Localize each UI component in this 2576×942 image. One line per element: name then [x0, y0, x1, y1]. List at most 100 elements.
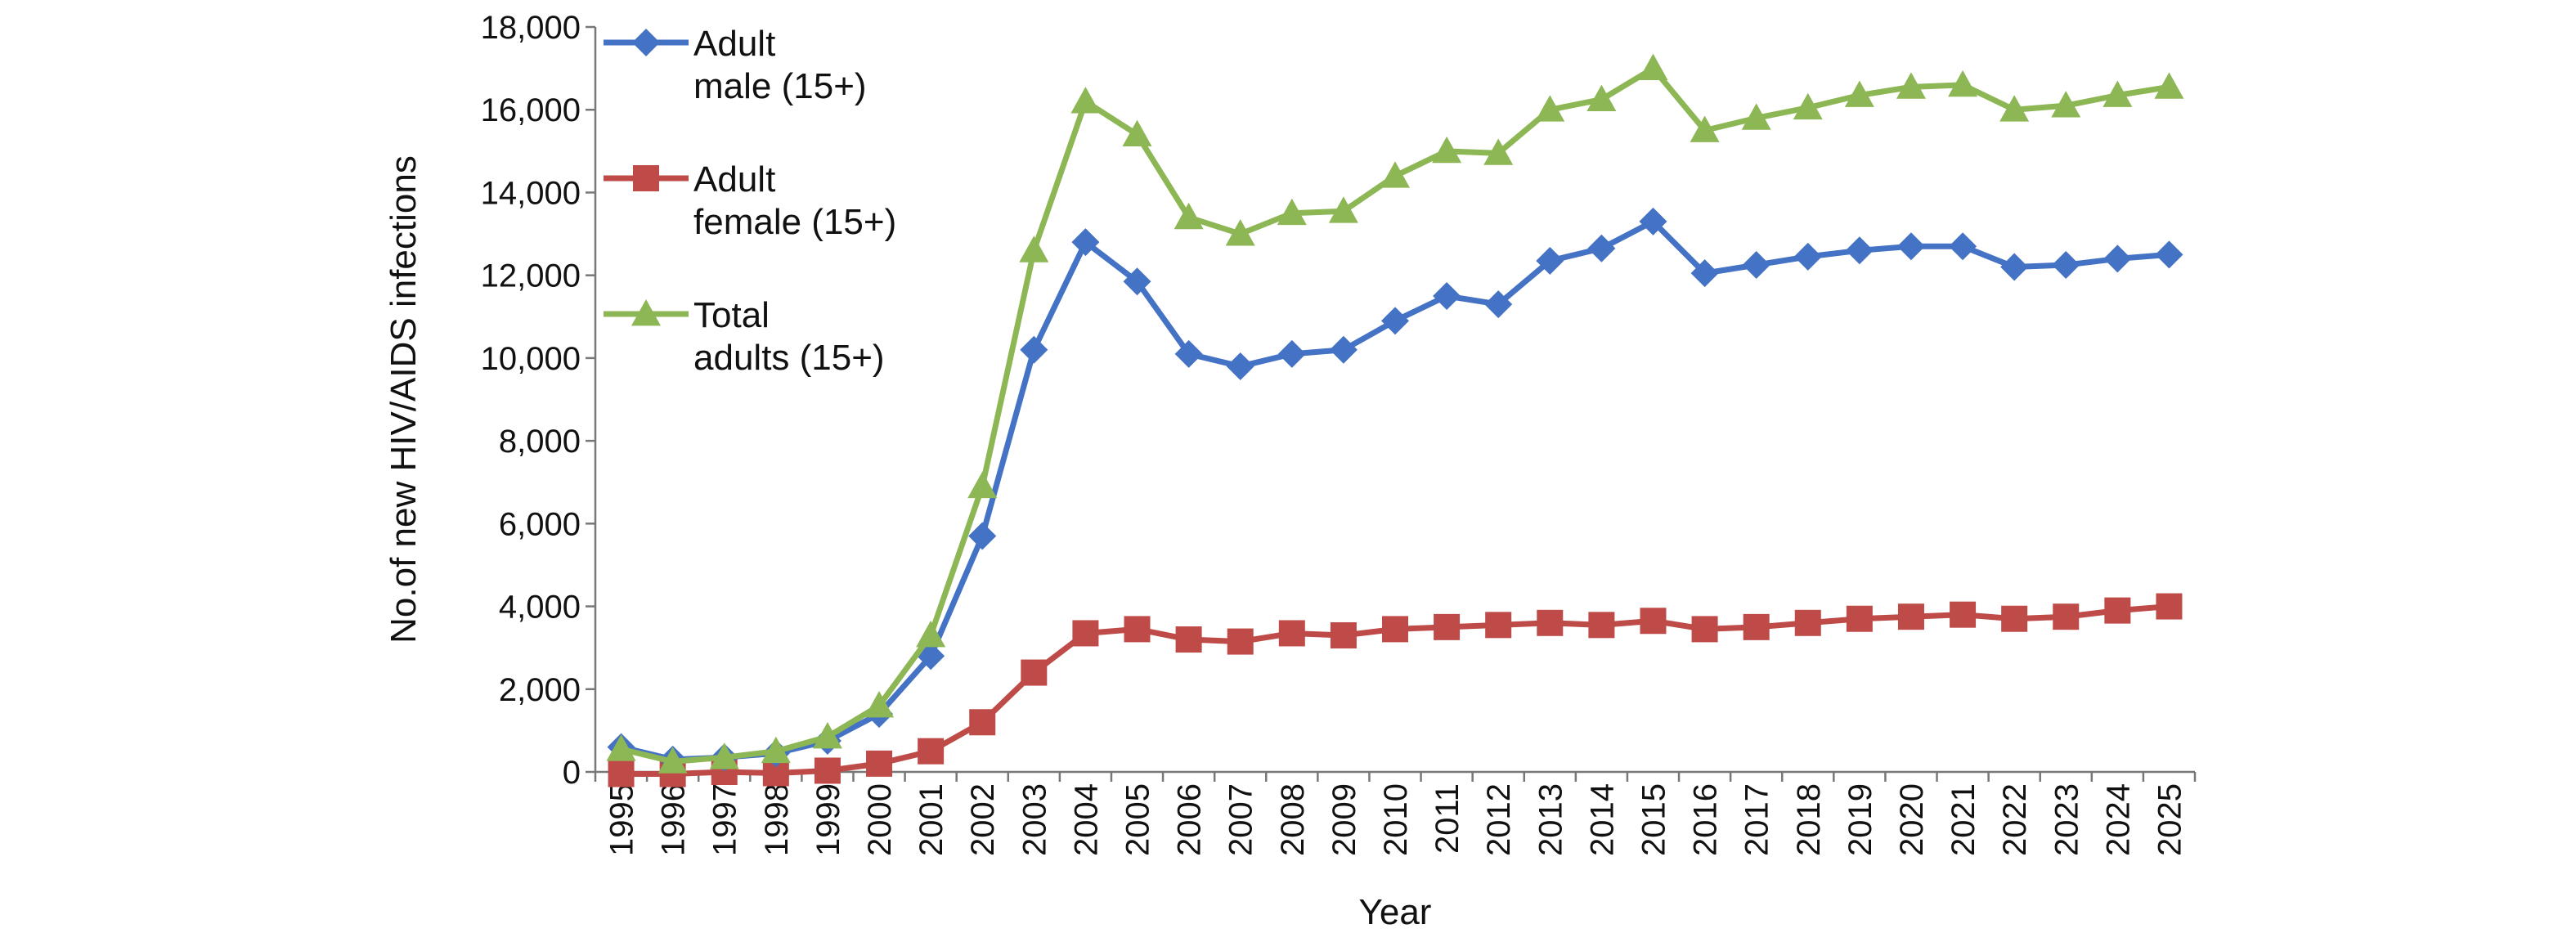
data-point [1690, 259, 1719, 288]
x-tick-label: 2022 [1997, 783, 2033, 856]
data-point [1846, 605, 1873, 632]
data-point [1433, 281, 1461, 310]
data-point [1897, 603, 1924, 630]
data-point [1226, 352, 1254, 381]
y-tick-label: 16,000 [481, 92, 581, 128]
x-tick-label: 1997 [707, 783, 743, 856]
legend-marker [632, 29, 660, 56]
x-tick-label: 2005 [1120, 783, 1156, 856]
data-point [1742, 251, 1770, 280]
data-point [1640, 608, 1667, 635]
data-point [2103, 80, 2133, 107]
data-point [1586, 84, 1617, 111]
data-point [1483, 138, 1514, 165]
data-point [657, 747, 688, 774]
x-tick-label: 2019 [1842, 783, 1878, 856]
data-point [1588, 612, 1615, 639]
y-axis-title: No.of new HIV/AIDS infections [384, 155, 424, 644]
data-point [1123, 267, 1151, 296]
data-point [1434, 613, 1461, 640]
data-point [608, 760, 635, 787]
x-tick-label: 1998 [759, 783, 795, 856]
data-point [814, 757, 841, 784]
data-point [606, 734, 636, 761]
data-point [1896, 72, 1926, 99]
data-point [709, 742, 739, 769]
series-triangle [606, 53, 2184, 774]
data-point [2053, 603, 2080, 630]
data-point [1174, 202, 1204, 230]
legend-marker [633, 165, 659, 191]
data-point [1021, 659, 1048, 686]
legend-label: Adult [693, 159, 775, 200]
data-point [1794, 609, 1821, 636]
data-point [1691, 616, 1718, 643]
x-tick-label: 2020 [1894, 783, 1930, 856]
series-line [620, 218, 2170, 763]
x-tick-label: 2025 [2152, 783, 2188, 856]
y-tick-label: 18,000 [481, 10, 581, 46]
y-tick-label: 6,000 [499, 506, 581, 542]
data-point [864, 691, 895, 718]
data-point [916, 620, 946, 648]
x-axis-title: Year [1359, 892, 1432, 932]
data-point [1174, 339, 1203, 368]
data-point [1743, 613, 1770, 640]
data-point [1277, 198, 1307, 226]
x-tick-label: 2010 [1378, 783, 1414, 856]
x-tick-label: 2002 [965, 783, 1001, 856]
data-point [812, 721, 842, 749]
x-tick-label: 2011 [1429, 783, 1465, 854]
data-point [1793, 242, 1822, 271]
data-point [1329, 335, 1358, 364]
data-point [1328, 196, 1358, 223]
data-point [1844, 80, 1874, 107]
data-point [969, 709, 996, 736]
axes [586, 25, 2197, 782]
y-tick-label: 12,000 [481, 258, 581, 294]
data-point [1019, 236, 1049, 262]
data-point [1382, 616, 1408, 643]
data-point [1948, 70, 1978, 97]
x-tick-label: 2023 [2049, 783, 2085, 856]
y-tick-label: 14,000 [481, 175, 581, 211]
x-tick-label: 2009 [1326, 783, 1362, 856]
data-point [1741, 103, 1771, 130]
x-tick-label: 1995 [604, 783, 640, 856]
data-point [1122, 119, 1152, 146]
data-point [1949, 232, 1977, 261]
x-tick-label: 2000 [862, 783, 898, 856]
data-point [1950, 601, 1977, 628]
data-point [1071, 228, 1100, 257]
data-point [1485, 612, 1512, 639]
x-tick-label: 2015 [1636, 783, 1672, 856]
data-point [1330, 621, 1357, 648]
legend-label: female (15+) [693, 202, 896, 242]
data-point [1845, 236, 1874, 265]
x-tick-label: 2021 [1945, 783, 1981, 856]
x-tick-label: 1996 [656, 783, 692, 856]
data-point [918, 738, 945, 765]
x-tick-label: 2017 [1739, 783, 1775, 856]
data-point [1587, 234, 1616, 262]
data-point [2104, 597, 2131, 624]
y-tick-label: 10,000 [481, 341, 581, 377]
data-point [2052, 251, 2080, 280]
data-point [2001, 605, 2028, 632]
data-point [1070, 87, 1101, 114]
data-point [2156, 593, 2183, 620]
data-point [2000, 253, 2029, 281]
x-tick-label: 2016 [1688, 783, 1724, 856]
data-point [1536, 246, 1564, 275]
x-tick-label: 2006 [1172, 783, 1208, 856]
data-point [1484, 290, 1513, 319]
x-tick-label: 2007 [1223, 783, 1259, 856]
tick-labels: 0 2,000 4,000 6,000 8,000 10,000 12,000 14,000 1… [481, 10, 2188, 856]
x-tick-label: 2012 [1481, 783, 1517, 856]
x-tick-label: 2014 [1584, 783, 1620, 856]
data-point [1639, 207, 1667, 236]
